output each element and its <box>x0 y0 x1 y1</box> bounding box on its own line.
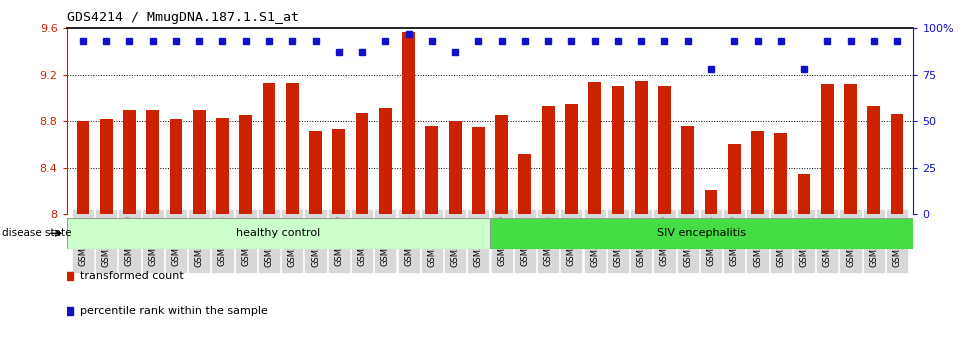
Bar <box>612 86 624 214</box>
Text: GDS4214 / MmugDNA.187.1.S1_at: GDS4214 / MmugDNA.187.1.S1_at <box>67 11 299 24</box>
Bar <box>379 108 392 214</box>
Text: transformed count: transformed count <box>80 271 184 281</box>
Bar <box>309 131 322 214</box>
Bar <box>635 81 648 214</box>
Bar <box>751 131 763 214</box>
Bar <box>705 190 717 214</box>
Bar <box>495 115 508 214</box>
Text: SIV encephalitis: SIV encephalitis <box>658 228 746 238</box>
Bar <box>425 126 438 214</box>
Bar <box>798 173 810 214</box>
Bar <box>542 106 555 214</box>
Text: percentile rank within the sample: percentile rank within the sample <box>80 306 269 316</box>
Bar <box>518 154 531 214</box>
Bar <box>490 218 913 249</box>
Text: disease state: disease state <box>2 228 72 238</box>
Bar <box>867 106 880 214</box>
Bar <box>286 83 299 214</box>
Bar <box>332 129 345 214</box>
Bar <box>891 114 904 214</box>
Bar <box>774 133 787 214</box>
Bar <box>123 110 136 214</box>
Bar <box>472 127 485 214</box>
Bar <box>146 110 159 214</box>
Bar <box>588 82 601 214</box>
Bar <box>565 104 578 214</box>
Bar <box>67 218 490 249</box>
Bar <box>76 121 89 214</box>
Bar <box>821 84 834 214</box>
Bar <box>844 84 857 214</box>
Bar <box>449 121 462 214</box>
Bar <box>356 113 368 214</box>
Bar <box>100 119 113 214</box>
Bar <box>681 126 694 214</box>
Bar <box>193 110 206 214</box>
Text: healthy control: healthy control <box>236 228 320 238</box>
Bar <box>217 118 229 214</box>
Bar <box>263 83 275 214</box>
Bar <box>728 144 741 214</box>
Bar <box>658 86 671 214</box>
Bar <box>170 119 182 214</box>
Bar <box>402 32 415 214</box>
Bar <box>239 115 252 214</box>
